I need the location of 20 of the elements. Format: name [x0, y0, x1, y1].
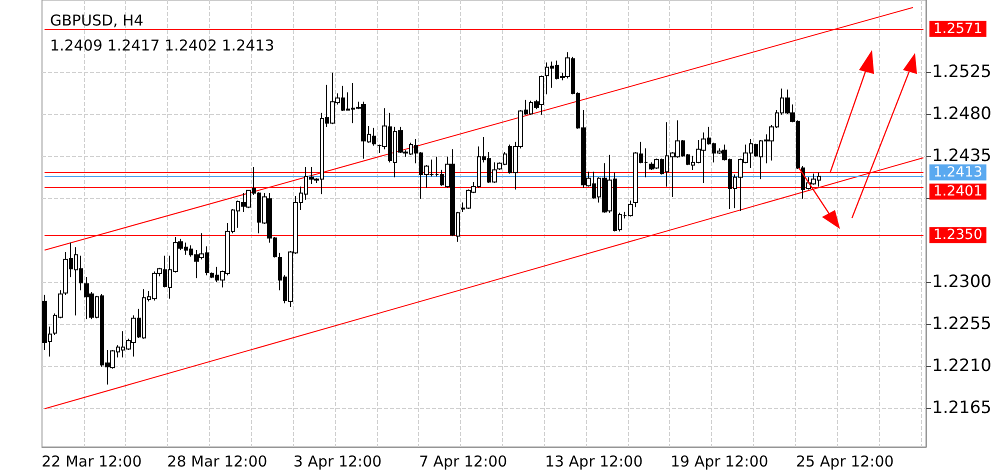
x-tick-label: 13 Apr 12:00: [544, 452, 643, 470]
y-tick-label: 1.2255: [932, 314, 992, 334]
y-tick-label: 1.2165: [932, 398, 992, 418]
ref-line-label: 1.2571: [933, 20, 982, 37]
y-tick-label: 1.2435: [932, 146, 992, 166]
y-tick-label: 1.2480: [932, 104, 992, 124]
ref-line-label: 1.2401: [933, 184, 982, 200]
x-tick-label: 3 Apr 12:00: [293, 452, 382, 470]
y-tick-label: 1.2525: [932, 62, 992, 82]
x-tick-label: 7 Apr 12:00: [418, 452, 508, 470]
y-tick-label: 1.2210: [932, 356, 992, 376]
ref-line-label: 1.2350: [933, 227, 982, 244]
x-tick-label: 22 Mar 12:00: [42, 452, 142, 470]
y-tick-label: 1.2300: [932, 272, 992, 292]
text: GBPUSD, H4: [50, 12, 144, 30]
text: 1.2409 1.2417 1.2402 1.2413: [50, 36, 274, 54]
x-tick-label: 25 Apr 12:00: [796, 452, 894, 470]
x-tick-label: 19 Apr 12:00: [670, 452, 768, 470]
ref-line-label: 1.2413: [933, 164, 982, 180]
x-tick-label: 28 Mar 12:00: [167, 452, 268, 470]
